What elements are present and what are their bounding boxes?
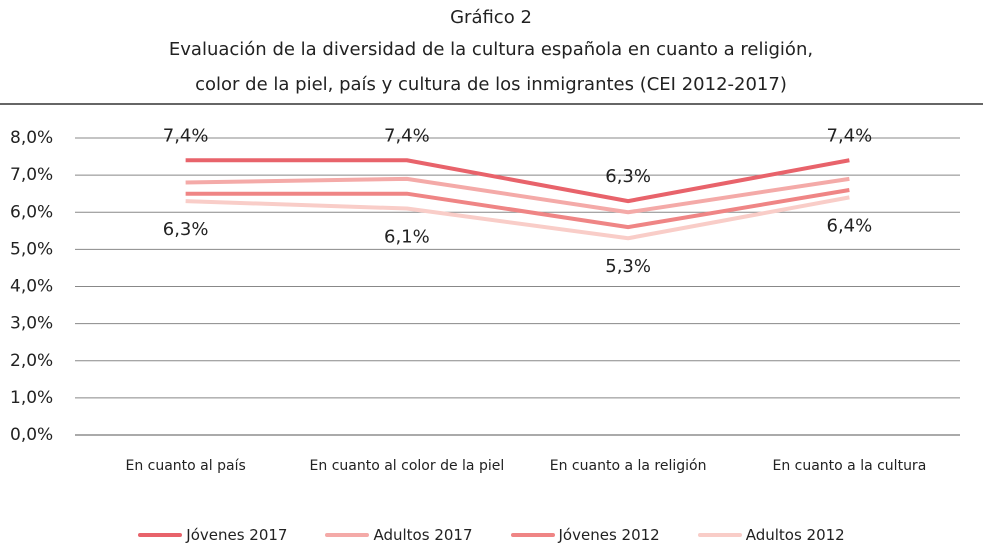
data-label: 6,4% <box>827 215 873 236</box>
data-label: 7,4% <box>384 125 430 146</box>
line <box>185 176 850 215</box>
legend-swatch <box>325 533 370 537</box>
y-tick-label: 3,0% <box>10 314 53 334</box>
legend-label: Adultos 2017 <box>373 526 473 544</box>
y-tick-label: 0,0% <box>10 425 53 445</box>
legend-swatch <box>138 533 183 537</box>
x-tick-label: En cuanto al país <box>125 458 246 474</box>
x-tick-label: En cuanto a la cultura <box>772 458 927 474</box>
line <box>185 188 850 230</box>
chart-title: Gráfico 2 <box>450 7 532 28</box>
legend-swatch <box>697 533 742 537</box>
data-label: 6,3% <box>605 166 651 187</box>
x-tick-label: En cuanto a la religión <box>549 458 707 474</box>
line <box>185 195 850 241</box>
y-tick-label: 6,0% <box>10 202 53 222</box>
chart-subtitle: color de la piel, país y cultura de los … <box>195 74 787 95</box>
y-tick-label: 4,0% <box>10 277 53 297</box>
data-label: 7,4% <box>827 125 873 146</box>
legend-item: Adultos 2012 <box>697 526 845 544</box>
data-label: 7,4% <box>163 125 209 146</box>
data-label: 6,1% <box>384 227 430 248</box>
y-tick-label: 5,0% <box>10 239 53 259</box>
legend-label: Jóvenes 2012 <box>558 526 660 544</box>
legend-label: Adultos 2012 <box>745 526 845 544</box>
y-tick-label: 2,0% <box>10 351 53 371</box>
legend-item: Adultos 2017 <box>325 526 473 544</box>
chart-subtitle: Evaluación de la diversidad de la cultur… <box>169 39 813 60</box>
legend-label: Jóvenes 2017 <box>186 526 288 544</box>
x-tick-label: En cuanto al color de la piel <box>309 458 505 474</box>
y-tick-label: 1,0% <box>10 388 53 408</box>
legend-item: Jóvenes 2017 <box>138 526 287 544</box>
legend: Jóvenes 2017 Adultos 2017 Jóvenes 2012 Adul… <box>0 526 983 544</box>
legend-item: Jóvenes 2012 <box>510 526 660 544</box>
line <box>185 158 850 204</box>
data-label: 5,3% <box>605 256 651 277</box>
y-tick-label: 7,0% <box>10 165 53 185</box>
data-label: 6,3% <box>163 219 209 240</box>
legend-swatch <box>510 533 555 537</box>
y-tick-label: 8,0% <box>10 128 53 148</box>
